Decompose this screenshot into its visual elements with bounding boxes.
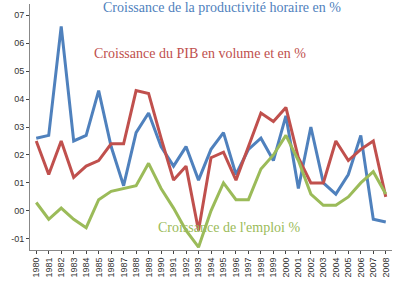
svg-text:Croissance du PIB en volume et: Croissance du PIB en volume et en % (94, 46, 306, 61)
svg-text:00: 00 (14, 206, 24, 216)
svg-text:1995: 1995 (218, 258, 228, 278)
svg-text:2000: 2000 (281, 258, 291, 278)
svg-text:Croissance de l'emploi %: Croissance de l'emploi % (158, 220, 300, 235)
svg-text:1981: 1981 (44, 258, 54, 278)
svg-text:05: 05 (14, 66, 24, 76)
svg-text:2002: 2002 (306, 258, 316, 278)
svg-text:2003: 2003 (318, 258, 328, 278)
svg-text:06: 06 (14, 38, 24, 48)
svg-text:1992: 1992 (181, 258, 191, 278)
svg-text:04: 04 (14, 94, 24, 104)
svg-text:2004: 2004 (331, 258, 341, 278)
svg-text:1983: 1983 (69, 258, 79, 278)
svg-text:1994: 1994 (206, 258, 216, 278)
svg-text:1998: 1998 (256, 258, 266, 278)
svg-text:2001: 2001 (293, 258, 303, 278)
svg-text:1980: 1980 (31, 258, 41, 278)
svg-text:1997: 1997 (243, 258, 253, 278)
svg-text:1999: 1999 (268, 258, 278, 278)
svg-text:Croissance de la productivité: Croissance de la productivité horaire en… (103, 0, 341, 15)
svg-text:1982: 1982 (56, 258, 66, 278)
svg-text:1989: 1989 (144, 258, 154, 278)
svg-text:1990: 1990 (156, 258, 166, 278)
svg-text:1988: 1988 (131, 258, 141, 278)
svg-text:1986: 1986 (106, 258, 116, 278)
svg-text:1993: 1993 (193, 258, 203, 278)
svg-text:2006: 2006 (356, 258, 366, 278)
svg-text:1987: 1987 (119, 258, 129, 278)
svg-text:1996: 1996 (231, 258, 241, 278)
svg-text:1985: 1985 (94, 258, 104, 278)
svg-text:01: 01 (14, 178, 24, 188)
svg-text:03: 03 (14, 122, 24, 132)
svg-text:1991: 1991 (168, 258, 178, 278)
svg-text:1984: 1984 (81, 258, 91, 278)
svg-text:02: 02 (14, 150, 24, 160)
svg-text:2005: 2005 (343, 258, 353, 278)
svg-text:-01: -01 (11, 234, 24, 244)
svg-text:07: 07 (14, 10, 24, 20)
svg-text:2007: 2007 (368, 258, 378, 278)
svg-text:2008: 2008 (381, 258, 391, 278)
